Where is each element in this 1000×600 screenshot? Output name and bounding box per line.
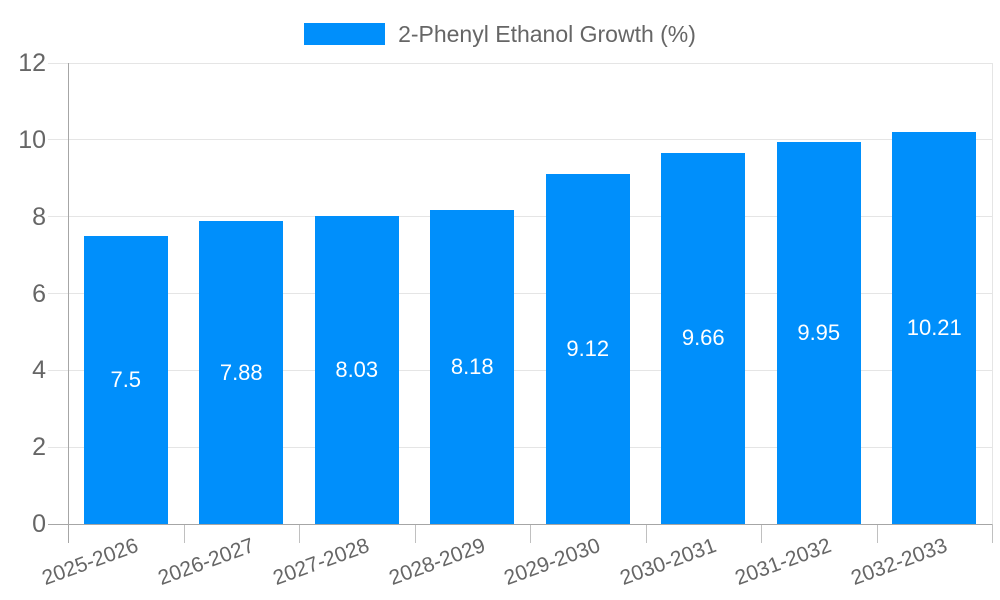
x-axis-category-label: 2025-2026 (39, 534, 142, 590)
bar[interactable]: 9.12 (545, 173, 630, 524)
gridline (48, 446, 992, 448)
bar[interactable]: 9.66 (661, 152, 746, 524)
bar[interactable]: 7.5 (83, 235, 168, 524)
gridline (48, 369, 992, 371)
x-axis-category-label: 2027-2028 (270, 534, 373, 590)
x-axis-tick-mark (761, 524, 762, 543)
bar[interactable]: 8.03 (314, 215, 399, 524)
y-axis-line (68, 63, 69, 543)
bar-value-label: 9.12 (566, 335, 610, 361)
bar-value-label: 10.21 (906, 314, 962, 340)
chart-legend[interactable]: 2-Phenyl Ethanol Growth (%) (0, 21, 1000, 47)
plot-area: 7.5 7.88 8.03 8.18 9.12 9.66 9.95 10.21 2025-202… (39, 62, 993, 590)
y-axis-tick-label: 12 (18, 49, 46, 77)
x-axis-category-label: 2028-2029 (385, 534, 489, 590)
bar[interactable]: 8.18 (430, 209, 515, 524)
x-axis-tick-mark (183, 524, 185, 543)
gridline (48, 216, 992, 218)
y-axis-tick-label: 6 (32, 279, 46, 308)
x-axis-category-label: 2030-2031 (616, 534, 720, 590)
bar-value-label: 9.66 (681, 325, 725, 351)
bar[interactable]: 7.88 (199, 221, 284, 524)
x-axis-category-label: 2031-2032 (732, 534, 835, 590)
y-axis-tick-label: 0 (32, 510, 46, 538)
x-axis-tick-mark (876, 524, 878, 543)
gridline (48, 139, 992, 141)
bar-value-label: 7.5 (110, 366, 142, 392)
bar-value-label: 7.88 (219, 359, 263, 385)
x-axis-category-label: 2032-2033 (847, 534, 951, 590)
x-axis-tick-mark (645, 524, 647, 543)
legend-swatch (304, 23, 386, 45)
x-axis-category-label: 2029-2030 (501, 534, 604, 590)
x-axis-tick-mark (992, 524, 993, 543)
y-axis-tick-label: 2 (32, 433, 46, 462)
y-axis-tick-label: 10 (18, 125, 46, 154)
x-axis-tick-mark (299, 524, 300, 543)
bar-value-label: 8.18 (450, 353, 494, 379)
bar-value-label: 8.03 (335, 356, 379, 382)
bar[interactable]: 9.95 (776, 141, 861, 524)
x-axis-line (48, 524, 992, 525)
bar[interactable]: 10.21 (892, 131, 977, 524)
x-axis-tick-mark (414, 524, 416, 543)
x-axis-tick-mark (530, 524, 531, 543)
legend-label: 2-Phenyl Ethanol Growth (%) (398, 20, 696, 47)
gridline (48, 293, 992, 294)
bar-value-label: 9.95 (797, 319, 841, 345)
x-axis-category-label: 2026-2027 (154, 534, 258, 590)
plot-right-border (992, 63, 993, 524)
gridline (48, 62, 992, 64)
y-axis-tick-label: 4 (32, 356, 46, 385)
y-axis-tick-label: 8 (32, 202, 46, 231)
